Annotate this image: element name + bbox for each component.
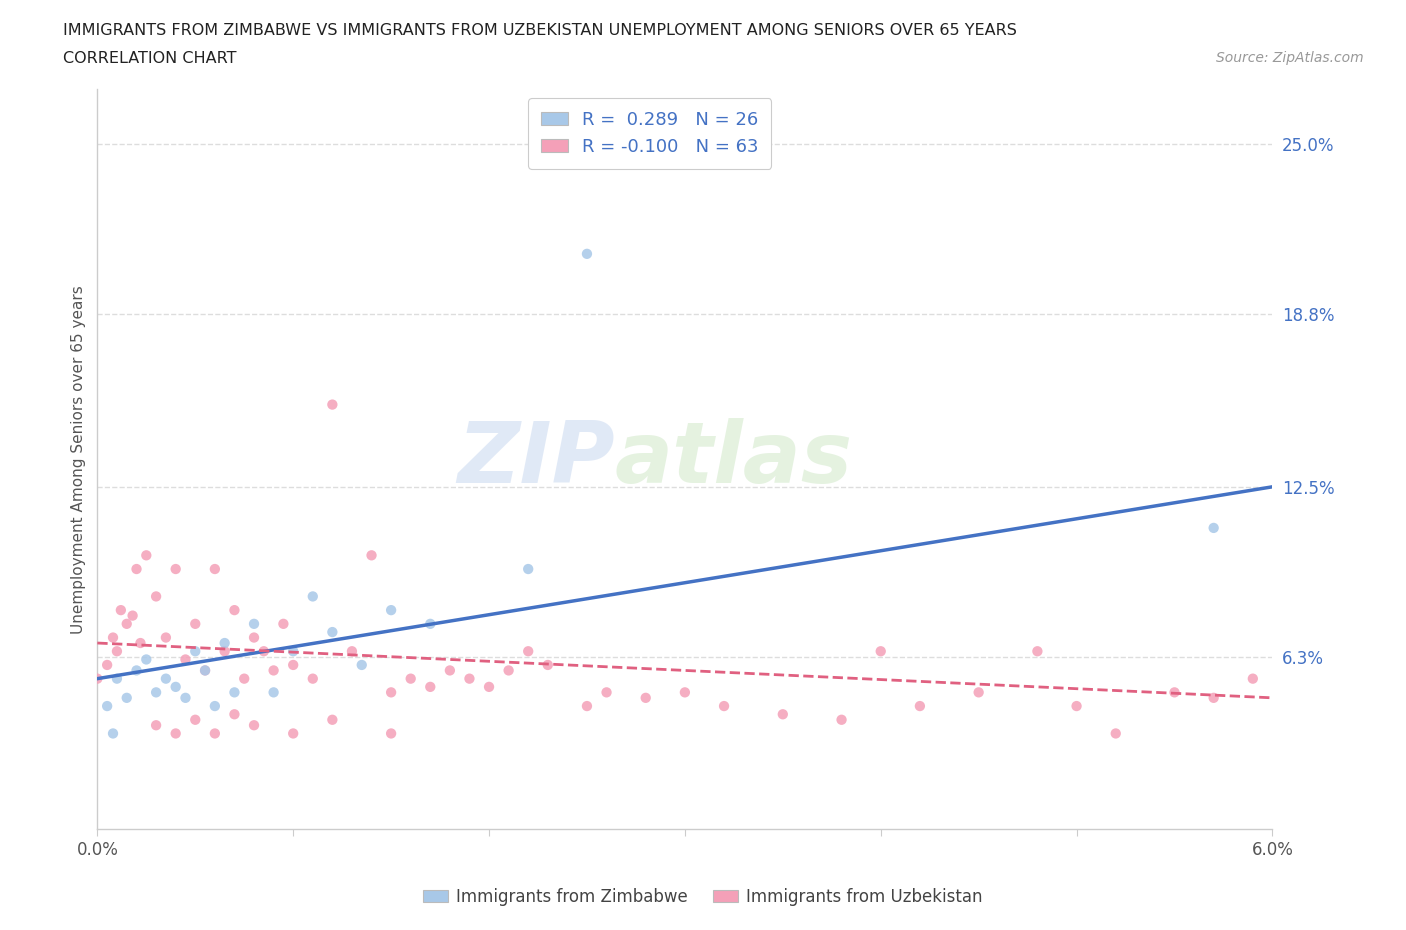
Text: Source: ZipAtlas.com: Source: ZipAtlas.com (1216, 51, 1364, 65)
Point (115, 690, 138, 705)
Point (301, 671, 323, 686)
Point (1105, 726, 1128, 741)
Point (135, 652, 157, 667)
Point (125, 663, 148, 678)
Point (125, 562, 148, 577)
Point (86, 671, 108, 686)
Point (517, 562, 540, 577)
Point (194, 663, 217, 678)
Point (439, 663, 461, 678)
Point (360, 548, 382, 563)
Point (110, 603, 132, 618)
Text: ZIP: ZIP (457, 418, 614, 501)
Point (165, 726, 187, 741)
Point (224, 603, 246, 618)
Point (301, 589, 323, 604)
Point (155, 671, 177, 686)
Point (224, 707, 246, 722)
Point (115, 617, 138, 631)
Point (184, 712, 207, 727)
Point (204, 698, 226, 713)
Point (174, 652, 197, 667)
Point (165, 680, 187, 695)
Point (145, 718, 167, 733)
Point (121, 608, 143, 623)
Point (399, 671, 422, 686)
Legend: Immigrants from Zimbabwe, Immigrants from Uzbekistan: Immigrants from Zimbabwe, Immigrants fro… (416, 881, 990, 912)
Point (283, 726, 305, 741)
Point (243, 631, 266, 645)
Point (243, 617, 266, 631)
Point (283, 644, 305, 658)
Text: CORRELATION CHART: CORRELATION CHART (63, 51, 236, 66)
Point (634, 690, 657, 705)
Legend: R =  0.289   N = 26, R = -0.100   N = 63: R = 0.289 N = 26, R = -0.100 N = 63 (529, 99, 772, 168)
Point (458, 671, 481, 686)
Point (673, 684, 696, 699)
Point (517, 644, 540, 658)
Point (214, 635, 236, 650)
Point (537, 658, 560, 672)
Point (419, 617, 441, 631)
Point (419, 680, 441, 695)
Point (321, 712, 343, 727)
Point (105, 671, 128, 686)
Point (831, 712, 853, 727)
Point (184, 644, 207, 658)
Point (224, 684, 246, 699)
Point (263, 663, 285, 678)
Point (380, 603, 402, 618)
Point (165, 562, 187, 577)
Point (713, 698, 735, 713)
Point (575, 246, 598, 261)
Point (1241, 671, 1264, 686)
Point (204, 562, 226, 577)
Point (96, 698, 118, 713)
Point (321, 397, 343, 412)
Point (575, 698, 598, 713)
Point (263, 684, 285, 699)
Point (380, 684, 402, 699)
Point (908, 698, 931, 713)
Point (967, 684, 990, 699)
Point (595, 684, 617, 699)
Point (155, 631, 177, 645)
Point (1026, 644, 1049, 658)
Point (101, 631, 124, 645)
Point (478, 680, 501, 695)
Text: IMMIGRANTS FROM ZIMBABWE VS IMMIGRANTS FROM UZBEKISTAN UNEMPLOYMENT AMONG SENIOR: IMMIGRANTS FROM ZIMBABWE VS IMMIGRANTS F… (63, 23, 1017, 38)
Point (101, 726, 124, 741)
Point (772, 707, 794, 722)
Point (135, 548, 157, 563)
Point (129, 635, 152, 650)
Point (96, 658, 118, 672)
Point (145, 684, 167, 699)
Point (1066, 698, 1088, 713)
Point (350, 658, 373, 672)
Text: atlas: atlas (614, 418, 852, 501)
Point (204, 726, 226, 741)
Point (1163, 684, 1185, 699)
Point (253, 644, 276, 658)
Point (869, 644, 891, 658)
Point (321, 625, 343, 640)
Point (194, 663, 217, 678)
Point (145, 589, 167, 604)
Point (1202, 521, 1225, 536)
Point (214, 644, 236, 658)
Point (273, 617, 295, 631)
Point (1202, 690, 1225, 705)
Y-axis label: Unemployment Among Seniors over 65 years: Unemployment Among Seniors over 65 years (72, 285, 86, 633)
Point (233, 671, 256, 686)
Point (283, 658, 305, 672)
Point (105, 644, 128, 658)
Point (174, 690, 197, 705)
Point (184, 617, 207, 631)
Point (498, 663, 520, 678)
Point (340, 644, 363, 658)
Point (243, 718, 266, 733)
Point (380, 726, 402, 741)
